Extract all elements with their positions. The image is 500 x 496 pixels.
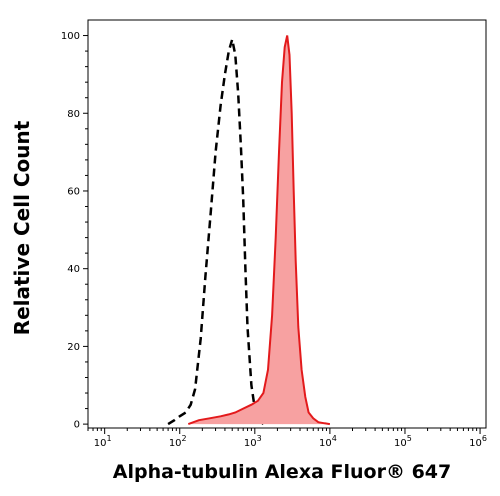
x-tick-label: 105 — [394, 434, 412, 449]
x-axis-title: Alpha-tubulin Alexa Fluor® 647 — [113, 461, 451, 483]
axes-layer: 0 20 40 60 80 100 101 102 103 104 105 106 — [61, 19, 487, 449]
y-tick-label: 40 — [67, 264, 80, 275]
y-tick-label: 80 — [67, 109, 80, 120]
series-layer — [167, 35, 331, 426]
series-1-fill — [188, 35, 330, 425]
series-0-dashed-line — [167, 39, 265, 426]
x-tick-label: 102 — [169, 434, 187, 449]
y-tick-label: 0 — [74, 420, 80, 431]
y-tick-label: 100 — [61, 31, 80, 42]
x-tick-label: 104 — [319, 434, 337, 449]
x-tick-label: 101 — [94, 434, 112, 449]
y-tick-label: 60 — [67, 186, 80, 197]
series-1-line — [187, 35, 331, 426]
y-tick-label: 20 — [67, 342, 80, 353]
x-tick-label: 106 — [469, 434, 487, 449]
x-tick-label: 103 — [244, 434, 262, 449]
plot-frame — [87, 19, 487, 429]
y-axis-title: Relative Cell Count — [10, 120, 34, 335]
